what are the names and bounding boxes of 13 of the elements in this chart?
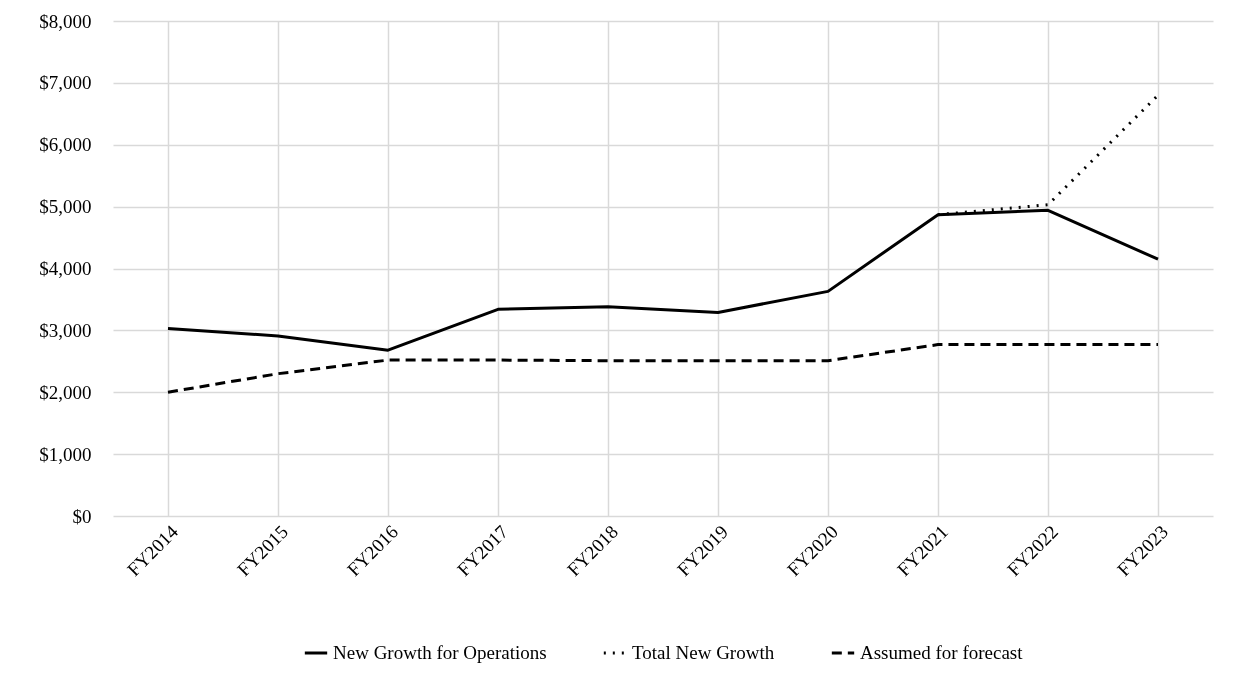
legend-label: Total New Growth (632, 642, 775, 663)
y-tick-label: $7,000 (39, 72, 92, 94)
y-tick-label: $4,000 (39, 258, 92, 279)
line-series (166, 343, 1160, 394)
y-tick-label: $0 (72, 505, 92, 527)
y-tick-label: $2,000 (39, 381, 92, 403)
y-tick-label: $8,000 (39, 10, 92, 32)
y-tick-label: $3,000 (39, 319, 92, 341)
y-tick-label: $6,000 (39, 134, 92, 156)
y-tick-label: $1,000 (39, 443, 92, 465)
legend-label: New Growth for Operations (333, 642, 547, 663)
legend-label: Assumed for forecast (860, 642, 1024, 663)
y-tick-label: $5,000 (39, 196, 92, 218)
